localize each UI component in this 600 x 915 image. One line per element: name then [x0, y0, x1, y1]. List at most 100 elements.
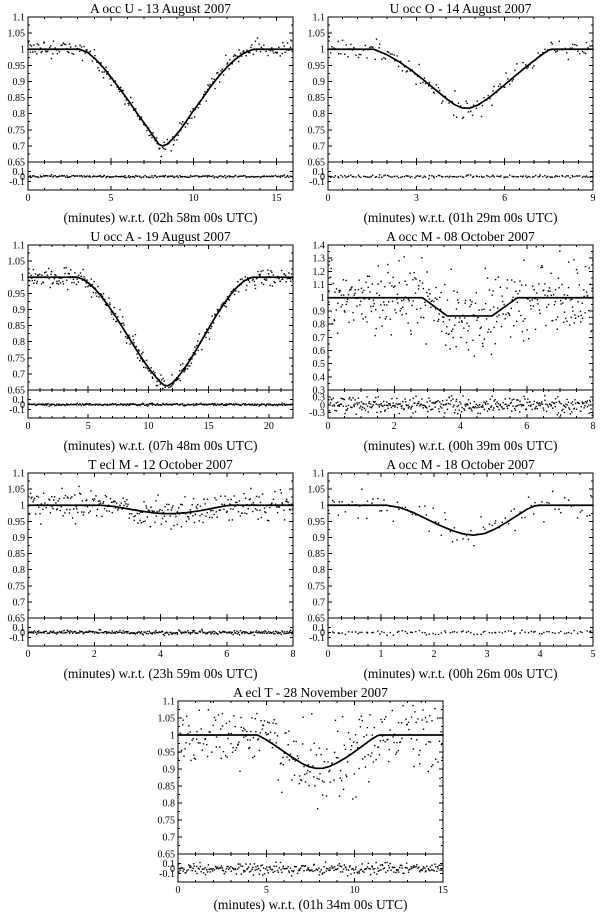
svg-text:4: 4 [158, 649, 163, 660]
svg-text:0.85: 0.85 [8, 549, 26, 560]
svg-text:0.75: 0.75 [8, 353, 26, 364]
light-curve-plot: 0 2 4 6 8 0.65 0.7 0.75 0.8 0.85 0.9 0.95 1 1.05 1.1 -0… [8, 469, 296, 661]
svg-text:15: 15 [204, 421, 214, 432]
svg-text:15: 15 [438, 885, 448, 896]
svg-text:-0.1: -0.1 [9, 177, 25, 188]
svg-text:0.75: 0.75 [158, 816, 176, 827]
svg-text:0.9: 0.9 [313, 77, 326, 88]
svg-text:0.4: 0.4 [313, 372, 326, 383]
svg-text:15: 15 [271, 193, 281, 204]
figure-row-4: 0 5 10 15 0.65 0.7 0.75 0.8 0.85 0.9 0.95 1 1.05 1.1 -… [0, 684, 600, 915]
svg-text:10: 10 [143, 421, 153, 432]
svg-text:1: 1 [170, 731, 175, 742]
svg-text:0.8: 0.8 [313, 320, 326, 331]
svg-text:0.8: 0.8 [13, 337, 26, 348]
svg-text:0: 0 [26, 649, 31, 660]
svg-text:1: 1 [320, 293, 325, 304]
svg-text:0.9: 0.9 [13, 305, 26, 316]
svg-text:1.2: 1.2 [313, 267, 326, 278]
svg-text:1: 1 [20, 45, 25, 56]
svg-text:0.7: 0.7 [13, 369, 26, 380]
svg-text:0: 0 [326, 649, 331, 660]
svg-text:0.95: 0.95 [8, 289, 26, 300]
svg-text:0.95: 0.95 [8, 61, 26, 72]
x-axis-label: (minutes) w.r.t. (23h 59m 00s UTC) [63, 666, 258, 681]
svg-text:0.6: 0.6 [313, 346, 326, 357]
svg-text:0.9: 0.9 [13, 77, 26, 88]
panel-title: U occ A - 19 August 2007 [90, 229, 231, 244]
svg-text:0.75: 0.75 [308, 125, 326, 136]
svg-text:1.3: 1.3 [313, 254, 326, 265]
svg-text:1: 1 [320, 501, 325, 512]
svg-text:9: 9 [591, 193, 596, 204]
svg-text:0.85: 0.85 [158, 782, 176, 793]
svg-text:1: 1 [379, 649, 384, 660]
svg-text:-0.3: -0.3 [309, 408, 325, 419]
svg-text:0.3: 0.3 [313, 386, 326, 397]
svg-text:5: 5 [591, 649, 596, 660]
figure-row-2: 0 5 10 15 20 0.65 0.7 0.75 0.8 0.85 0.9 0.95 1 1.05 1.… [0, 228, 600, 456]
svg-text:0: 0 [20, 628, 25, 639]
svg-text:-0.1: -0.1 [9, 633, 25, 644]
panel-a-occ-m-18-oct-2007: 0 1 2 3 4 5 0.65 0.7 0.75 0.8 0.85 0.9 0.95 1 1.05 1.1 -… [300, 456, 600, 684]
svg-text:0.95: 0.95 [8, 517, 26, 528]
svg-text:0.1: 0.1 [13, 395, 26, 406]
light-curve-plot: 0 3 6 9 0.65 0.7 0.75 0.8 0.85 0.9 0.95 1 1.05 1.1 -0.… [308, 13, 596, 205]
svg-text:0.65: 0.65 [8, 158, 26, 169]
svg-text:0.75: 0.75 [8, 581, 26, 592]
svg-text:0: 0 [176, 885, 181, 896]
svg-text:0.65: 0.65 [8, 614, 26, 625]
svg-text:0: 0 [26, 193, 31, 204]
svg-text:-0.1: -0.1 [9, 405, 25, 416]
svg-text:0.9: 0.9 [163, 765, 176, 776]
svg-text:6: 6 [224, 649, 229, 660]
svg-text:2: 2 [92, 649, 97, 660]
svg-text:1.1: 1.1 [13, 13, 26, 24]
svg-text:0.3: 0.3 [313, 392, 326, 403]
svg-text:0.95: 0.95 [158, 748, 176, 759]
svg-text:0: 0 [320, 628, 325, 639]
svg-text:0: 0 [326, 421, 331, 432]
svg-text:0.1: 0.1 [313, 623, 326, 634]
panel-t-ecl-m-12-oct-2007: 0 2 4 6 8 0.65 0.7 0.75 0.8 0.85 0.9 0.95 1 1.05 1.1 -0… [0, 456, 300, 684]
svg-text:5: 5 [86, 421, 91, 432]
svg-text:1.05: 1.05 [8, 485, 26, 496]
svg-text:0.65: 0.65 [308, 158, 326, 169]
svg-text:0.95: 0.95 [308, 517, 326, 528]
svg-text:0: 0 [320, 400, 325, 411]
svg-text:8: 8 [591, 421, 596, 432]
svg-text:0.5: 0.5 [313, 359, 326, 370]
svg-text:0.8: 0.8 [313, 109, 326, 120]
svg-text:20: 20 [264, 421, 274, 432]
svg-text:0.65: 0.65 [8, 386, 26, 397]
svg-text:5: 5 [108, 193, 113, 204]
svg-text:4: 4 [538, 649, 543, 660]
svg-text:0.9: 0.9 [313, 533, 326, 544]
x-axis-label: (minutes) w.r.t. (01h 34m 00s UTC) [213, 897, 408, 912]
svg-text:0.7: 0.7 [313, 597, 326, 608]
svg-text:8: 8 [291, 649, 296, 660]
svg-text:0.9: 0.9 [13, 533, 26, 544]
svg-text:1.05: 1.05 [158, 714, 176, 725]
x-axis-label: (minutes) w.r.t. (02h 58m 00s UTC) [63, 210, 258, 225]
svg-text:4: 4 [458, 421, 463, 432]
x-axis-label: (minutes) w.r.t. (00h 39m 00s UTC) [363, 438, 558, 453]
x-axis-label: (minutes) w.r.t. (07h 48m 00s UTC) [63, 438, 258, 453]
light-curve-plot: 0 5 10 15 20 0.65 0.7 0.75 0.8 0.85 0.9 0.95 1 1.05 1.… [8, 241, 294, 432]
svg-text:0.85: 0.85 [8, 93, 26, 104]
panel-u-occ-a-19-aug-2007: 0 5 10 15 20 0.65 0.7 0.75 0.8 0.85 0.9 0.95 1 1.05 1.… [0, 228, 300, 456]
svg-text:-0.1: -0.1 [309, 633, 325, 644]
svg-text:2: 2 [392, 421, 397, 432]
svg-text:-0.1: -0.1 [309, 177, 325, 188]
svg-text:-0.1: -0.1 [159, 869, 175, 880]
svg-text:0.75: 0.75 [8, 125, 26, 136]
svg-text:0.7: 0.7 [313, 141, 326, 152]
svg-text:0.7: 0.7 [163, 833, 176, 844]
panel-title: A occ U - 13 August 2007 [90, 1, 231, 16]
panel-title: A occ M - 18 October 2007 [386, 457, 535, 472]
svg-text:0: 0 [20, 172, 25, 183]
svg-text:1.4: 1.4 [313, 241, 326, 252]
svg-text:0.1: 0.1 [163, 859, 176, 870]
svg-text:0: 0 [320, 172, 325, 183]
svg-text:0.85: 0.85 [308, 549, 326, 560]
